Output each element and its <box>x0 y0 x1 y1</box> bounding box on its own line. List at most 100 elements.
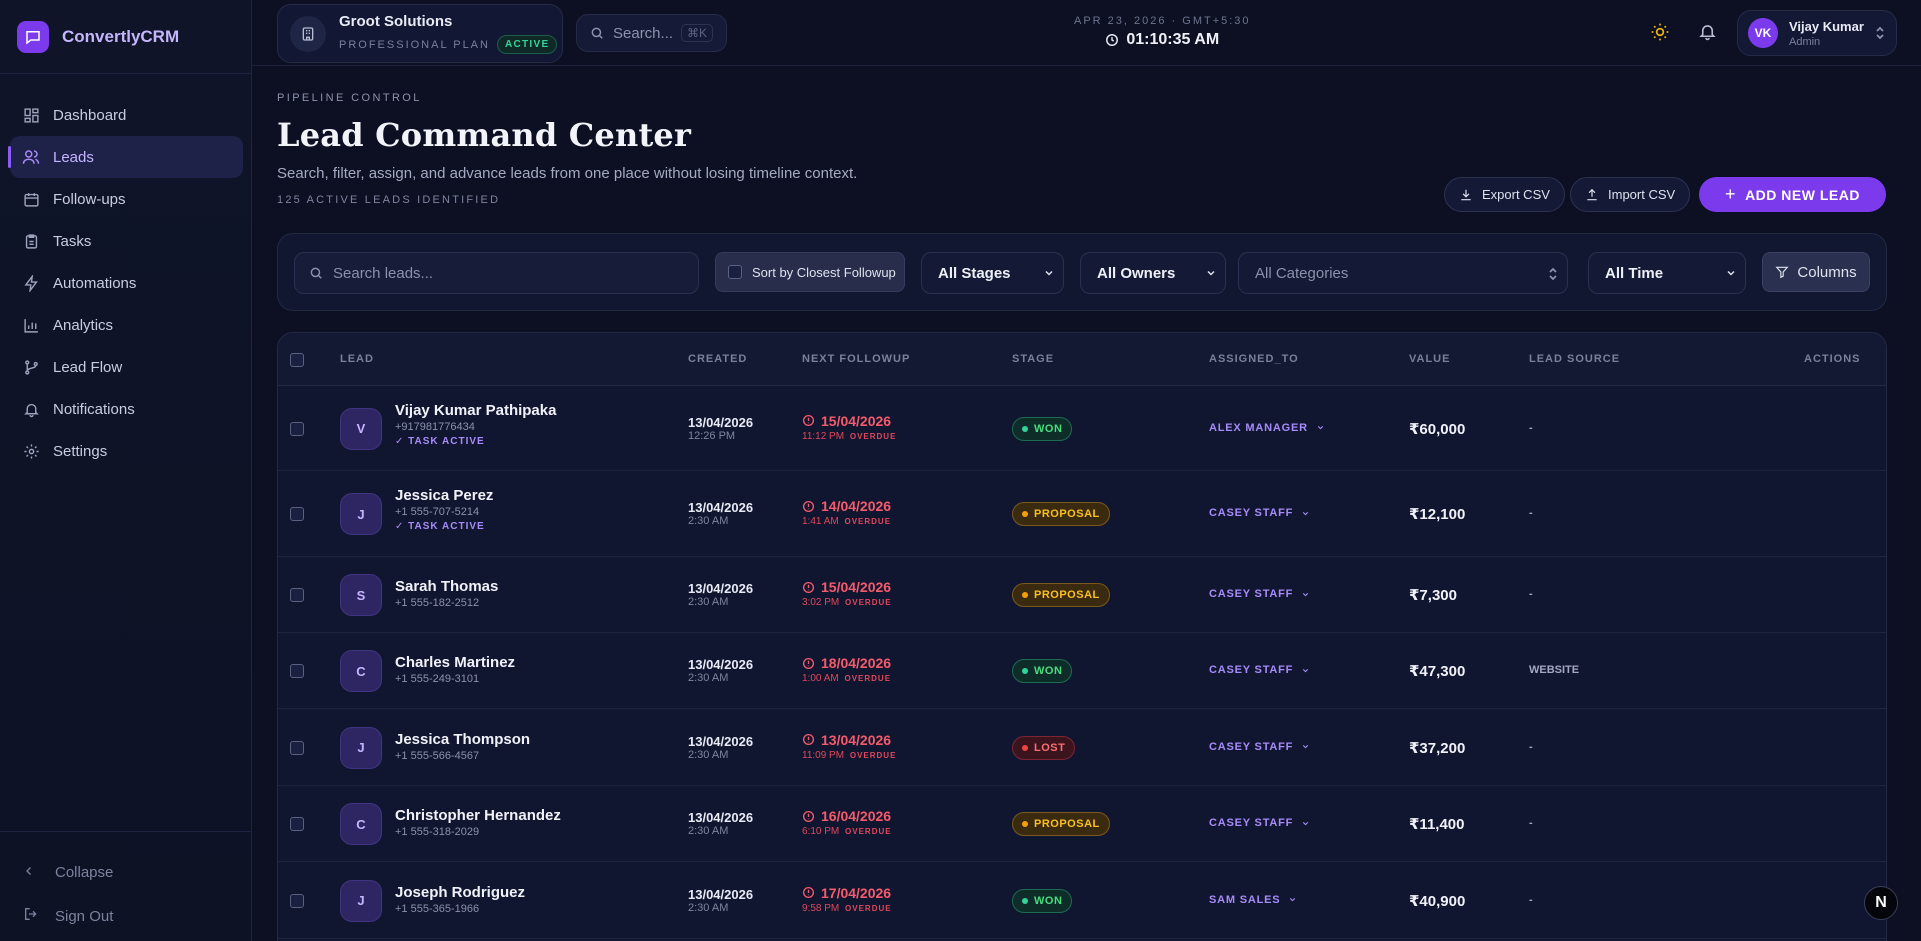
sidebar-item-dashboard[interactable]: Dashboard <box>10 94 243 136</box>
lead-phone: +1 555-318-2029 <box>395 826 480 838</box>
row-checkbox[interactable] <box>290 588 304 602</box>
assignee-dropdown[interactable]: CASEY STAFF <box>1209 664 1310 676</box>
stage-badge[interactable]: WON <box>1012 888 1073 913</box>
header-assigned-to[interactable]: ASSIGNED_TO <box>1209 353 1299 365</box>
category-filter-select[interactable]: All Categories <box>1238 252 1568 294</box>
sidebar-item-tasks[interactable]: Tasks <box>10 220 243 262</box>
assignee-text: CASEY STAFF <box>1209 588 1294 600</box>
row-checkbox[interactable] <box>290 817 304 831</box>
table-row[interactable]: J Jessica Thompson +1 555-566-4567 13/04/20… <box>278 709 1886 786</box>
stage-dot <box>1022 744 1028 751</box>
next-devtools-button[interactable]: N <box>1864 886 1898 920</box>
chevron-down-icon <box>1301 666 1310 675</box>
add-new-lead-button[interactable]: + ADD NEW LEAD <box>1699 177 1886 212</box>
assignee-dropdown[interactable]: ALEX MANAGER <box>1209 422 1325 434</box>
followup-time-text: 1:00 AM <box>802 673 839 684</box>
lead-search-input[interactable]: Search leads... <box>294 252 699 294</box>
stage-filter-value: All Stages <box>938 264 1011 282</box>
global-search[interactable]: Search... ⌘K <box>576 14 727 52</box>
followup-date-text: 18/04/2026 <box>821 655 892 671</box>
collapse-button[interactable]: Collapse <box>0 850 251 894</box>
assignee-text: CASEY STAFF <box>1209 664 1294 676</box>
row-checkbox[interactable] <box>290 507 304 521</box>
owner-filter-select[interactable]: All Owners <box>1080 252 1226 294</box>
sidebar-item-follow-ups[interactable]: Follow-ups <box>10 178 243 220</box>
lead-name[interactable]: Joseph Rodriguez <box>395 883 526 901</box>
assignee-dropdown[interactable]: CASEY STAFF <box>1209 507 1310 519</box>
stage-badge[interactable]: WON <box>1012 416 1073 441</box>
stage-filter-select[interactable]: All Stages <box>921 252 1064 294</box>
assignee-dropdown[interactable]: CASEY STAFF <box>1209 588 1310 600</box>
row-checkbox[interactable] <box>290 893 304 908</box>
table-row[interactable]: J Jessica Perez +1 555-707-5214 ✓ TASK ACTI… <box>278 471 1886 557</box>
user-name: Vijay Kumar <box>1789 18 1864 34</box>
lead-name[interactable]: Charles Martinez <box>395 654 516 671</box>
lead-value: ₹37,200 <box>1409 739 1466 757</box>
lead-name[interactable]: Vijay Kumar Pathipaka <box>395 401 557 419</box>
assignee-dropdown[interactable]: CASEY STAFF <box>1209 817 1310 829</box>
lead-phone: +1 555-566-4567 <box>395 749 480 762</box>
followup-time: 11:12 PM OVERDUE <box>802 431 896 442</box>
header-next-followup[interactable]: NEXT FOLLOWUP <box>802 353 911 365</box>
followup-date: 15/04/2026 <box>802 413 891 429</box>
header-stage[interactable]: STAGE <box>1012 353 1055 365</box>
chevron-up-down-icon <box>1547 266 1559 286</box>
stage-badge[interactable]: PROPOSAL <box>1012 502 1110 526</box>
assignee-dropdown[interactable]: CASEY STAFF <box>1209 741 1310 753</box>
table-row[interactable]: C Charles Martinez +1 555-249-3101 13/04/20… <box>278 633 1886 709</box>
leads-table: LEAD CREATED NEXT FOLLOWUP STAGE ASSIGNE… <box>277 332 1887 941</box>
time-filter-select[interactable]: All Time <box>1588 252 1746 294</box>
header-created[interactable]: CREATED <box>688 353 748 365</box>
header-lead-source[interactable]: LEAD SOURCE <box>1529 353 1621 365</box>
stage-badge[interactable]: PROPOSAL <box>1012 583 1110 607</box>
sign-out-button[interactable]: Sign Out <box>0 894 251 938</box>
sidebar-item-lead-flow[interactable]: Lead Flow <box>10 346 243 388</box>
table-row[interactable]: S Sarah Thomas +1 555-182-2512 13/04/2026 2:… <box>278 557 1886 633</box>
sidebar-item-leads[interactable]: Leads <box>8 136 243 178</box>
sort-followup-toggle[interactable]: Sort by Closest Followup <box>715 252 905 292</box>
sidebar-item-label: Tasks <box>53 232 92 250</box>
org-switcher[interactable]: Groot Solutions PROFESSIONAL PLAN ACTIVE <box>277 4 563 63</box>
lead-name[interactable]: Jessica Thompson <box>395 730 531 748</box>
created-time: 2:30 AM <box>688 748 729 761</box>
brand[interactable]: ConvertlyCRM <box>0 0 251 74</box>
followup-time-text: 11:09 PM <box>802 749 845 761</box>
import-csv-button[interactable]: Import CSV <box>1570 177 1691 212</box>
notifications-bell-icon[interactable] <box>1698 22 1717 46</box>
sort-checkbox[interactable] <box>728 265 742 279</box>
assignee-dropdown[interactable]: SAM SALES <box>1209 894 1297 906</box>
clock: APR 23, 2026 · GMT+5:30 01:10:35 AM <box>1074 15 1251 49</box>
stage-badge[interactable]: WON <box>1012 659 1073 683</box>
sidebar-item-automations[interactable]: Automations <box>10 262 243 304</box>
clipboard-icon <box>21 231 41 251</box>
export-csv-button[interactable]: Export CSV <box>1444 177 1565 212</box>
header-lead[interactable]: LEAD <box>340 353 374 365</box>
sidebar-item-notifications[interactable]: Notifications <box>10 388 243 430</box>
row-checkbox[interactable] <box>290 664 304 678</box>
lead-phone: +1 555-182-2512 <box>395 597 480 609</box>
header-value[interactable]: VALUE <box>1409 353 1451 365</box>
followup-date: 15/04/2026 <box>802 579 891 595</box>
followup-date: 14/04/2026 <box>802 498 891 514</box>
lead-name[interactable]: Jessica Perez <box>395 487 494 504</box>
table-row[interactable]: C Christopher Hernandez +1 555-318-2029 13/… <box>278 786 1886 862</box>
lead-name[interactable]: Sarah Thomas <box>395 578 499 595</box>
stage-badge[interactable]: PROPOSAL <box>1012 812 1110 836</box>
sidebar-item-analytics[interactable]: Analytics <box>10 304 243 346</box>
table-row[interactable]: J Joseph Rodriguez +1 555-365-1966 13/04/20… <box>278 862 1886 939</box>
row-checkbox[interactable] <box>290 740 304 755</box>
users-icon <box>21 147 41 167</box>
stage-badge[interactable]: LOST <box>1012 735 1076 760</box>
table-row[interactable]: V Vijay Kumar Pathipaka +917981776434 ✓ TAS… <box>278 386 1886 471</box>
theme-toggle-sun-icon[interactable] <box>1650 22 1670 47</box>
row-checkbox[interactable] <box>290 421 304 436</box>
select-all-checkbox[interactable] <box>290 353 304 367</box>
user-menu[interactable]: VK Vijay Kumar Admin <box>1737 10 1897 56</box>
columns-button[interactable]: Columns <box>1762 252 1870 292</box>
lead-name[interactable]: Christopher Hernandez <box>395 807 561 824</box>
stage-dot <box>1022 897 1028 904</box>
overdue-label: OVERDUE <box>849 431 897 441</box>
main-content: Groot Solutions PROFESSIONAL PLAN ACTIVE… <box>252 0 1921 941</box>
sidebar-item-settings[interactable]: Settings <box>10 430 243 472</box>
lead-source: - <box>1529 817 1533 829</box>
